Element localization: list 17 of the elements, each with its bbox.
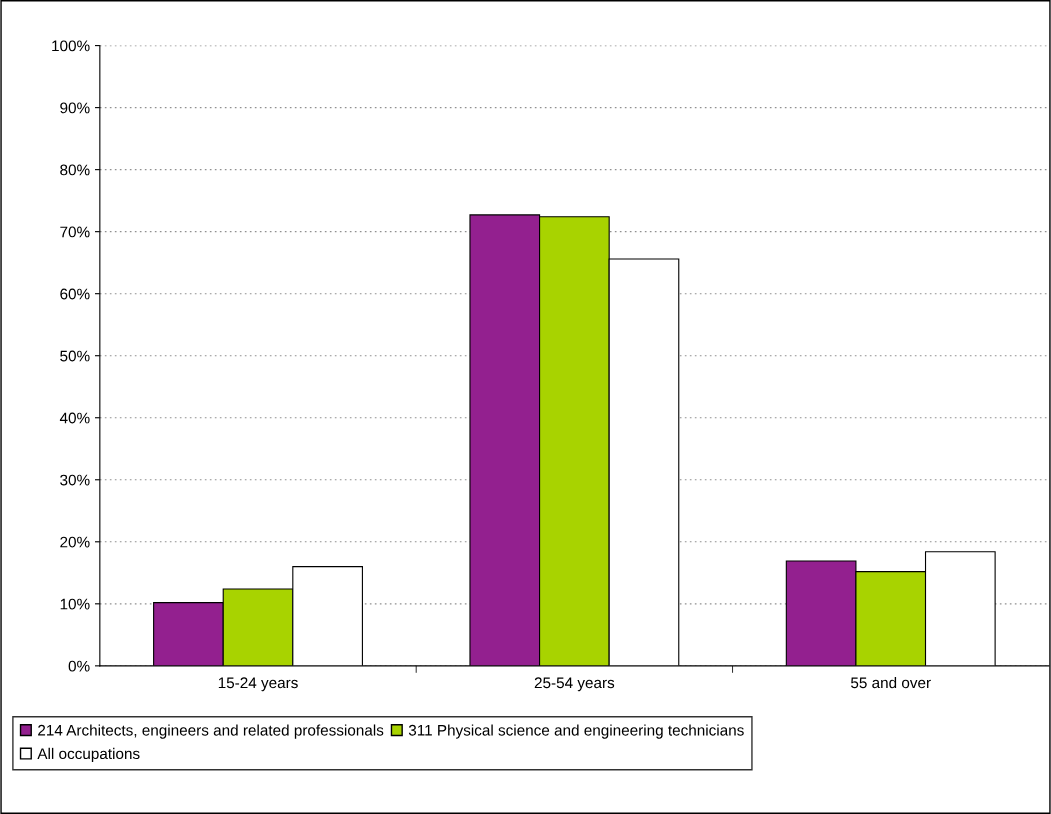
y-tick-label: 20% [60,536,90,548]
y-tick-label: 30% [60,474,90,486]
x-tick-label: 25-54 years [534,677,615,692]
y-tick-label: 40% [59,412,90,424]
y-tick-label: 10% [60,598,90,610]
y-tick-label: 80% [60,164,90,176]
x-tick-label: 55 and over [850,676,931,689]
y-tick-label: 0% [68,660,90,672]
y-tick-label: 60% [60,288,90,300]
legend-label: 214 Architects, engineers and related professionals [38,724,384,739]
legend-label: 311 Physical science and engineering technicians [408,724,744,739]
legend-label: All occupations [37,747,140,763]
y-tick-label: 90% [60,102,90,114]
y-tick-label: 100% [52,40,90,52]
y-tick-label: 70% [60,226,90,238]
y-tick-label: 50% [60,350,90,362]
x-tick-label: 15-24 years [218,677,298,692]
